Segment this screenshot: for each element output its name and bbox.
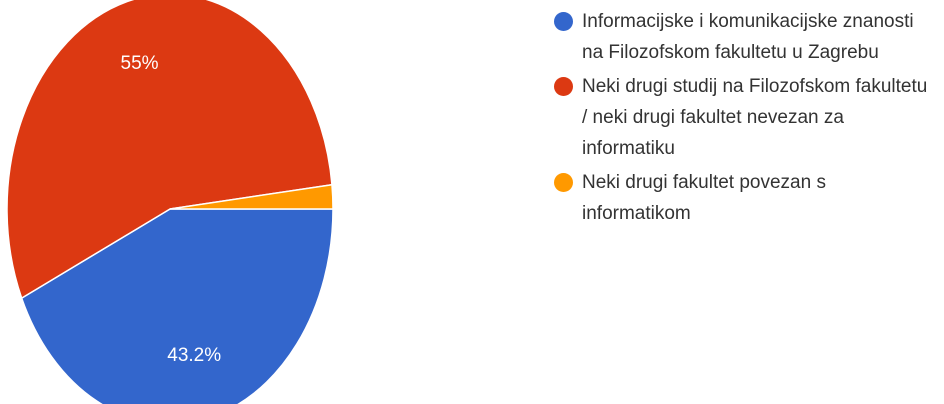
pie-slice [169,183,334,210]
legend-label: Neki drugi studij na Filozofskom fakulte… [582,76,928,159]
legend-item: Neki drugi fakultet povezan s informatik… [552,167,932,229]
slice-label: 43.2% [167,345,221,366]
legend-label: Neki drugi fakultet povezan s informatik… [582,172,826,224]
legend-label: Informacijske i komunikacijske znanosti … [582,11,914,63]
legend-swatch [554,77,573,96]
slice-label: 55% [121,53,159,74]
pie-slice [20,208,334,404]
legend-item: Informacijske i komunikacijske znanosti … [552,6,932,68]
legend-swatch [554,12,573,31]
pie-slice [6,0,333,300]
legend: Informacijske i komunikacijske znanosti … [552,6,932,232]
legend-item: Neki drugi studij na Filozofskom fakulte… [552,71,932,164]
legend-swatch [554,173,573,192]
